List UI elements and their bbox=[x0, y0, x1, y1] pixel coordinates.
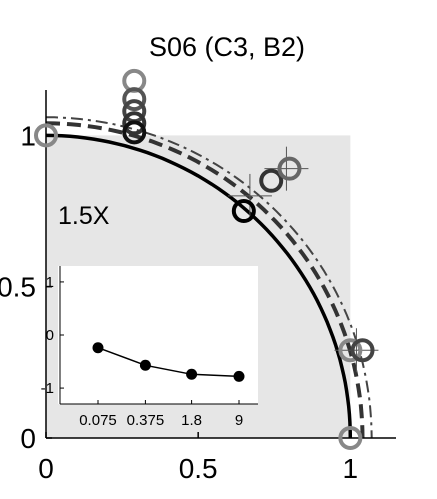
annotation-label: 1.5X bbox=[58, 202, 110, 230]
tick-group: 0 0.5 1 0 0.5 1 bbox=[0, 120, 358, 484]
data-point-marker bbox=[350, 338, 375, 363]
inset-series-point bbox=[139, 359, 151, 371]
data-point-marker bbox=[277, 156, 302, 181]
curve-dashdot bbox=[45, 116, 373, 439]
x-tick-label: 0 bbox=[38, 453, 54, 484]
y-tick-label: 1 bbox=[20, 120, 36, 151]
curves-group bbox=[45, 116, 373, 439]
inset-y-tick-label: -1 bbox=[41, 380, 54, 397]
y-tick-label: 0.5 bbox=[0, 272, 36, 303]
data-point-marker bbox=[122, 111, 147, 136]
inset-x-tick-label: 0.375 bbox=[127, 412, 165, 429]
x-tick-label: 1 bbox=[343, 453, 359, 484]
inset-background bbox=[58, 266, 258, 404]
curve-solid bbox=[45, 133, 353, 439]
y-tick-label: 0 bbox=[20, 423, 36, 454]
data-point-marker bbox=[122, 87, 147, 112]
inset-series-point bbox=[233, 370, 245, 382]
inset-chart: 1 0 -1 0.075 0.375 1.8 9 bbox=[41, 266, 258, 429]
inset-series-line bbox=[97, 346, 240, 378]
inset-x-tick-label: 0.075 bbox=[79, 412, 117, 429]
data-point-marker bbox=[231, 199, 256, 224]
data-point-marker bbox=[338, 338, 363, 363]
data-point-marker bbox=[122, 120, 147, 145]
x-tick-label: 0.5 bbox=[179, 453, 218, 484]
chart-title: S06 (C3, B2) bbox=[149, 32, 305, 62]
data-point-marker bbox=[34, 123, 58, 148]
inset-x-tick-label: 9 bbox=[235, 412, 243, 429]
inset-series-point bbox=[92, 342, 104, 354]
inset-x-tick-label: 1.8 bbox=[181, 412, 202, 429]
inset-y-tick-label: 1 bbox=[46, 274, 54, 291]
data-point-marker bbox=[259, 168, 284, 193]
inset-tick-group: 1 0 -1 0.075 0.375 1.8 9 bbox=[41, 274, 244, 429]
data-point-marker bbox=[338, 426, 363, 450]
inset-y-tick-label: 0 bbox=[46, 327, 54, 344]
inset-series-point bbox=[186, 368, 198, 380]
circle-markers bbox=[34, 68, 375, 450]
inset-series-group bbox=[92, 342, 245, 382]
